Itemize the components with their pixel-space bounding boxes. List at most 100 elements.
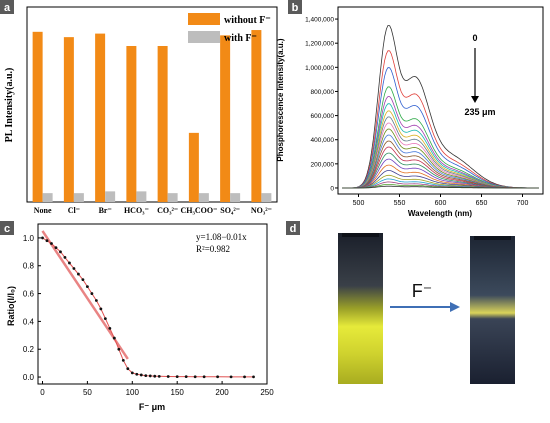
ratio-curve xyxy=(42,237,254,378)
panel-a-xtick-label: Cl⁻ xyxy=(68,206,80,215)
panel-b-xtick-label: 500 xyxy=(353,200,365,207)
panel-b-ytick-label: 1,400,000 xyxy=(305,17,334,24)
panel-a-xtick-label: SO₄²⁻ xyxy=(220,206,240,215)
panel-c-ytick-label: 0.6 xyxy=(23,290,35,299)
panel-a-xtick-label: NO₃²⁻ xyxy=(251,206,272,215)
data-point-17 xyxy=(117,347,121,351)
panel-b-ticks: 500 550 600 650 700 0 200,000 400,000 600,000 800… xyxy=(305,17,528,207)
data-point-22 xyxy=(139,373,143,377)
bar-1-0 xyxy=(42,193,53,202)
panel-b-ytick-label: 600,000 xyxy=(311,113,335,120)
panel-c-ylabel: Ratio(I/I₀) xyxy=(6,286,16,326)
panel-b-xtick-label: 600 xyxy=(435,200,447,207)
panel-b-xtick-label: 700 xyxy=(517,200,529,207)
data-point-3 xyxy=(54,246,58,250)
panel-b-arrow-head xyxy=(471,96,479,103)
panel-b-ylabel: Phosphorescence Intensity(a.u.) xyxy=(276,38,285,161)
data-point-12 xyxy=(94,299,98,302)
data-point-0 xyxy=(41,236,44,240)
panel-c-xtick-label: 150 xyxy=(171,388,185,397)
data-point-16 xyxy=(112,336,116,340)
data-point-19 xyxy=(126,367,130,371)
bar-0-6 xyxy=(220,35,231,203)
bar-1-2 xyxy=(105,191,116,202)
panel-b-xtick-label: 550 xyxy=(394,200,406,207)
panel-b-curves xyxy=(342,24,539,189)
panel-c-frame xyxy=(37,223,268,385)
panel-c-xlabel: F⁻ μm xyxy=(139,402,165,412)
panel-d-arrow-label: F⁻ xyxy=(412,281,433,301)
panel-b: b Phosphorescence Intensity(a.u.) Wavele… xyxy=(276,0,544,218)
data-point-6 xyxy=(68,261,71,265)
bar-1-5 xyxy=(198,193,209,202)
panel-b-ytick-label: 800,000 xyxy=(311,89,335,96)
vial-after-rim xyxy=(474,236,511,240)
panel-a-frame xyxy=(26,6,278,203)
data-point-18 xyxy=(121,358,125,362)
panel-b-label-box xyxy=(288,0,302,14)
panel-b-xtick-label: 650 xyxy=(476,200,488,207)
vial-before-photo xyxy=(338,233,383,384)
data-point-29 xyxy=(184,375,188,379)
vial-after-photo xyxy=(470,236,515,384)
panel-a-xtick-label: HCO₃⁻ xyxy=(124,206,149,215)
bar-0-7 xyxy=(251,30,262,202)
panel-c-equation: y=1.08−0.01x xyxy=(196,232,247,242)
bar-1-4 xyxy=(167,193,178,202)
panel-d-arrow-head xyxy=(450,302,460,312)
panel-b-ytick-label: 1,000,000 xyxy=(305,65,334,72)
panel-d-label-box xyxy=(286,221,300,235)
panel-c-xtick-label: 250 xyxy=(260,388,274,397)
panel-b-ytick-label: 400,000 xyxy=(311,137,335,144)
panel-a-xtick-label: CO₃²⁻ xyxy=(157,206,178,215)
bar-0-0 xyxy=(32,31,43,203)
data-point-28 xyxy=(175,375,179,379)
data-point-31 xyxy=(202,375,206,379)
data-point-32 xyxy=(216,375,220,379)
data-point-21 xyxy=(135,372,139,376)
panel-c-xtick-label: 100 xyxy=(126,388,140,397)
panel-c-ytick-label: 0.8 xyxy=(23,262,35,271)
data-point-8 xyxy=(77,272,80,276)
panel-c-plot xyxy=(41,230,255,379)
panel-a-label-box xyxy=(0,0,14,14)
bar-1-6 xyxy=(230,193,241,202)
panel-b-ytick-label: 200,000 xyxy=(311,161,335,168)
panel-c-ytick-label: 1.0 xyxy=(23,234,35,243)
panel-a-legend: without F⁻ with F⁻ xyxy=(188,13,271,44)
data-point-10 xyxy=(85,285,89,289)
data-point-1 xyxy=(45,239,49,243)
data-point-14 xyxy=(103,317,107,321)
panel-c-ticks: 0 50 100 150 200 250 0.0 0.2 0.4 0.6 0.8 1.0 xyxy=(23,234,274,397)
bar-1-7 xyxy=(261,193,272,202)
data-point-9 xyxy=(81,278,85,282)
panel-c-label: c xyxy=(4,223,10,235)
data-point-26 xyxy=(157,374,161,378)
legend-label-without-f: without F⁻ xyxy=(224,15,271,26)
data-point-27 xyxy=(166,375,170,378)
panel-b-ytick-label: 0 xyxy=(330,185,334,192)
data-point-11 xyxy=(90,292,94,295)
panel-c-ytick-label: 0.4 xyxy=(23,317,35,326)
panel-a-xtick-label: None xyxy=(34,206,52,215)
data-point-2 xyxy=(50,242,53,245)
panel-c-ytick-label: 0.0 xyxy=(23,373,35,382)
panel-a-xtick-label: Br⁻ xyxy=(99,206,112,215)
panel-a-bars xyxy=(32,30,272,203)
panel-a-xticks: None Cl⁻ Br⁻ HCO₃⁻ CO₃²⁻ CH₃COO⁻ SO₄²⁻ NO₃²⁻ xyxy=(34,206,272,215)
data-point-30 xyxy=(193,375,197,379)
panel-a: a PL Intensity(a.u.) None Cl⁻ Br⁻ HCO₃⁻ CO₃²… xyxy=(0,0,278,215)
bar-0-2 xyxy=(95,33,106,202)
data-point-24 xyxy=(148,374,152,378)
data-point-7 xyxy=(72,267,76,270)
panel-c: c Ratio(I/I₀) F⁻ μm 0 50 100 150 200 250 0.0 0.… xyxy=(0,221,274,412)
data-point-4 xyxy=(59,250,62,254)
legend-label-with-f: with F⁻ xyxy=(224,33,257,44)
panel-a-ylabel: PL Intensity(a.u.) xyxy=(4,68,15,143)
panel-c-xtick-label: 0 xyxy=(40,388,45,397)
panel-b-xlabel: Wavelength (nm) xyxy=(408,209,472,218)
panel-d-label: d xyxy=(290,223,297,235)
data-point-15 xyxy=(108,326,112,330)
legend-swatch-without-f xyxy=(188,13,220,25)
